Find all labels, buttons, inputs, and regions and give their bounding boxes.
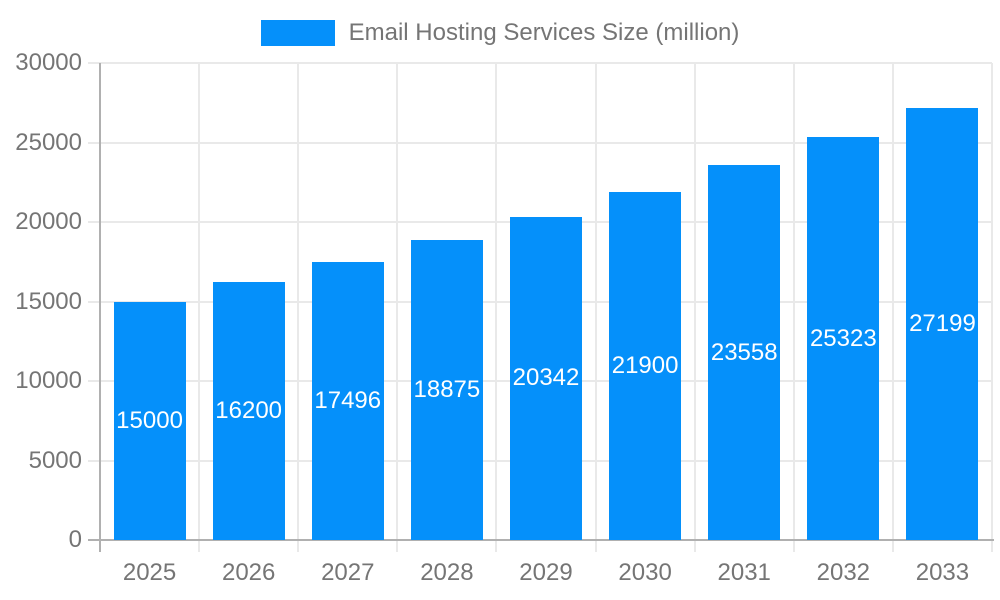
bar-2030[interactable] bbox=[609, 191, 682, 540]
y-tick-label: 15000 bbox=[15, 287, 82, 315]
bar-2028[interactable] bbox=[410, 239, 483, 540]
x-tick-label: 2029 bbox=[519, 559, 573, 586]
bar-value-label: 16200 bbox=[215, 397, 283, 425]
gridline-horizontal bbox=[100, 141, 992, 144]
bar-value-label: 23558 bbox=[710, 338, 778, 366]
gridline-vertical bbox=[297, 63, 300, 552]
legend-label: Email Hosting Services Size (million) bbox=[348, 19, 740, 46]
x-axis-line bbox=[88, 539, 994, 541]
bar-value-label: 17496 bbox=[314, 386, 382, 414]
y-axis-tick bbox=[88, 141, 100, 144]
y-axis-line bbox=[99, 63, 101, 552]
bar-2033[interactable] bbox=[906, 107, 979, 540]
y-axis-tick bbox=[88, 62, 100, 64]
gridline-vertical bbox=[792, 63, 795, 552]
y-tick-label: 25000 bbox=[15, 128, 82, 156]
bar-value-label: 18875 bbox=[413, 375, 481, 403]
y-axis-tick bbox=[88, 459, 100, 462]
y-tick-label: 20000 bbox=[15, 208, 82, 235]
y-tick-label: 0 bbox=[68, 526, 82, 553]
bar-value-label: 20342 bbox=[512, 364, 580, 392]
legend-item[interactable]: Email Hosting Services Size (million) bbox=[0, 19, 1000, 47]
bar-2031[interactable] bbox=[708, 165, 781, 540]
gridline-vertical bbox=[594, 63, 597, 552]
bar-value-label: 27199 bbox=[909, 309, 976, 337]
gridline-vertical bbox=[495, 63, 498, 552]
x-tick-label: 2027 bbox=[321, 559, 375, 586]
gridline-vertical bbox=[991, 63, 993, 552]
x-tick-label: 2030 bbox=[618, 559, 672, 586]
x-tick-label: 2026 bbox=[221, 559, 276, 586]
bar-2027[interactable] bbox=[311, 261, 384, 540]
gridline-vertical bbox=[891, 63, 894, 552]
x-tick-label: 2031 bbox=[717, 559, 771, 586]
bar-2026[interactable] bbox=[212, 282, 285, 540]
bar-2025[interactable] bbox=[113, 301, 186, 540]
bar-value-label: 21900 bbox=[611, 351, 679, 379]
x-tick-label: 2032 bbox=[816, 559, 871, 586]
bar-2029[interactable] bbox=[510, 216, 582, 540]
y-axis-tick bbox=[88, 380, 100, 382]
y-axis-tick bbox=[88, 221, 100, 223]
x-tick-label: 2025 bbox=[122, 559, 177, 586]
x-tick-label: 2028 bbox=[420, 559, 474, 586]
y-tick-label: 5000 bbox=[28, 446, 82, 474]
gridline-horizontal bbox=[100, 62, 992, 64]
bar-2032[interactable] bbox=[807, 137, 880, 540]
y-tick-label: 10000 bbox=[15, 367, 82, 394]
x-tick-label: 2033 bbox=[915, 559, 970, 586]
gridline-vertical bbox=[693, 63, 696, 552]
bar-value-label: 15000 bbox=[116, 406, 183, 434]
bar-value-label: 25323 bbox=[809, 324, 877, 352]
y-tick-label: 30000 bbox=[15, 49, 82, 76]
y-axis-tick bbox=[88, 300, 100, 303]
legend-swatch-icon bbox=[260, 20, 335, 46]
gridline-vertical bbox=[198, 63, 201, 552]
gridline-vertical bbox=[396, 63, 399, 552]
